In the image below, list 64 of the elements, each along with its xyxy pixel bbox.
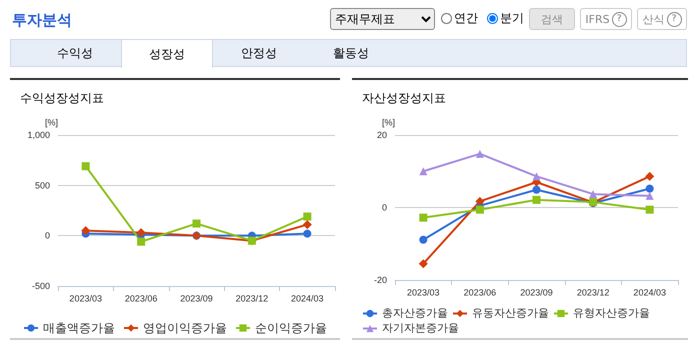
y-tick-label: 1,000 [27, 130, 50, 140]
point [303, 212, 312, 221]
point [646, 192, 654, 200]
point [475, 196, 484, 206]
y-axis-title: [%] [382, 118, 395, 128]
point [419, 167, 428, 176]
point [303, 230, 312, 238]
chart-title: 자산성장성지표 [362, 90, 446, 107]
point [646, 184, 654, 193]
y-tick-label: 0 [44, 230, 50, 241]
y-axis-title: [%] [44, 118, 58, 128]
point [302, 220, 312, 230]
text: 주재무제표 [330, 8, 435, 30]
point [419, 236, 428, 244]
x-tick-label: 2023/12 [576, 288, 610, 298]
legend-label: 자기자본증가율 [382, 322, 459, 334]
legend-label: 순이익증가율 [255, 321, 327, 335]
legend-label: 총자산증가율 [382, 308, 448, 320]
x-tick-label: 2023/09 [520, 288, 553, 298]
point [532, 172, 540, 180]
x-tick-label: 2023/03 [69, 294, 102, 304]
help-icon: ? [612, 12, 627, 26]
y-tick-label: 500 [34, 180, 50, 190]
point [192, 220, 200, 228]
point [136, 228, 146, 238]
point [646, 206, 654, 214]
text: 활동성 [332, 45, 370, 62]
text: 검색 [529, 8, 575, 30]
text: 산식 [642, 12, 664, 26]
legend-label: 매출액증가율 [43, 321, 115, 335]
point [532, 186, 540, 194]
help-icon: ? [666, 12, 682, 26]
point [476, 206, 484, 214]
text: 연간 [454, 10, 478, 27]
x-tick-label: 2024/03 [291, 294, 324, 304]
point [476, 150, 484, 158]
x-tick-label: 2023/06 [464, 288, 496, 298]
x-tick-label: 2023/09 [180, 294, 213, 304]
legend-label: 유동자산증가율 [472, 308, 549, 320]
y-tick-label: 20 [376, 130, 387, 140]
point [419, 214, 428, 222]
chart-title: 수익성장성지표 [20, 90, 104, 107]
text: IFRS [585, 12, 610, 26]
point [82, 162, 90, 170]
text: 성장성 [121, 39, 213, 68]
text: 투자분석 [12, 11, 72, 30]
text: 분기 [500, 10, 524, 27]
text: 수익성 [56, 45, 94, 62]
legend-label: 영업이익증가율 [143, 321, 227, 335]
point [645, 172, 654, 181]
y-tick-label: 0 [382, 202, 387, 212]
legend-label: 유형자산증가율 [573, 308, 650, 320]
point [418, 259, 428, 268]
point [81, 226, 90, 236]
text: 안정성 [240, 45, 278, 62]
point [589, 190, 598, 198]
x-tick-label: 2023/06 [124, 294, 158, 304]
x-tick-label: 2023/12 [236, 294, 268, 304]
x-tick-label: 2023/03 [407, 288, 440, 298]
y-tick-label: -20 [374, 275, 387, 285]
y-tick-label: -500 [32, 281, 50, 291]
x-tick-label: 2024/03 [633, 288, 666, 298]
point [532, 196, 540, 204]
point [137, 238, 146, 246]
